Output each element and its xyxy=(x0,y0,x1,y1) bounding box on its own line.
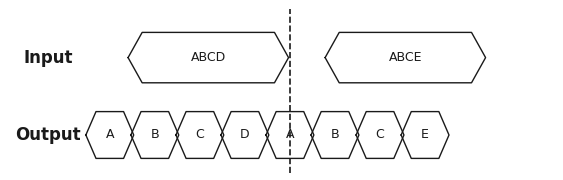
Polygon shape xyxy=(128,32,288,83)
Text: ABCE: ABCE xyxy=(388,51,422,64)
Polygon shape xyxy=(401,112,449,158)
Text: B: B xyxy=(150,129,159,141)
Polygon shape xyxy=(356,112,404,158)
Text: Input: Input xyxy=(23,49,73,67)
Text: D: D xyxy=(240,129,250,141)
Polygon shape xyxy=(86,112,134,158)
Text: B: B xyxy=(330,129,339,141)
Polygon shape xyxy=(311,112,359,158)
Text: A: A xyxy=(105,129,114,141)
Polygon shape xyxy=(266,112,314,158)
Text: C: C xyxy=(195,129,204,141)
Polygon shape xyxy=(131,112,179,158)
Text: A: A xyxy=(285,129,294,141)
Text: Output: Output xyxy=(15,126,81,144)
Text: E: E xyxy=(421,129,429,141)
Polygon shape xyxy=(325,32,485,83)
Polygon shape xyxy=(176,112,224,158)
Polygon shape xyxy=(221,112,269,158)
Text: C: C xyxy=(376,129,385,141)
Text: ABCD: ABCD xyxy=(191,51,226,64)
